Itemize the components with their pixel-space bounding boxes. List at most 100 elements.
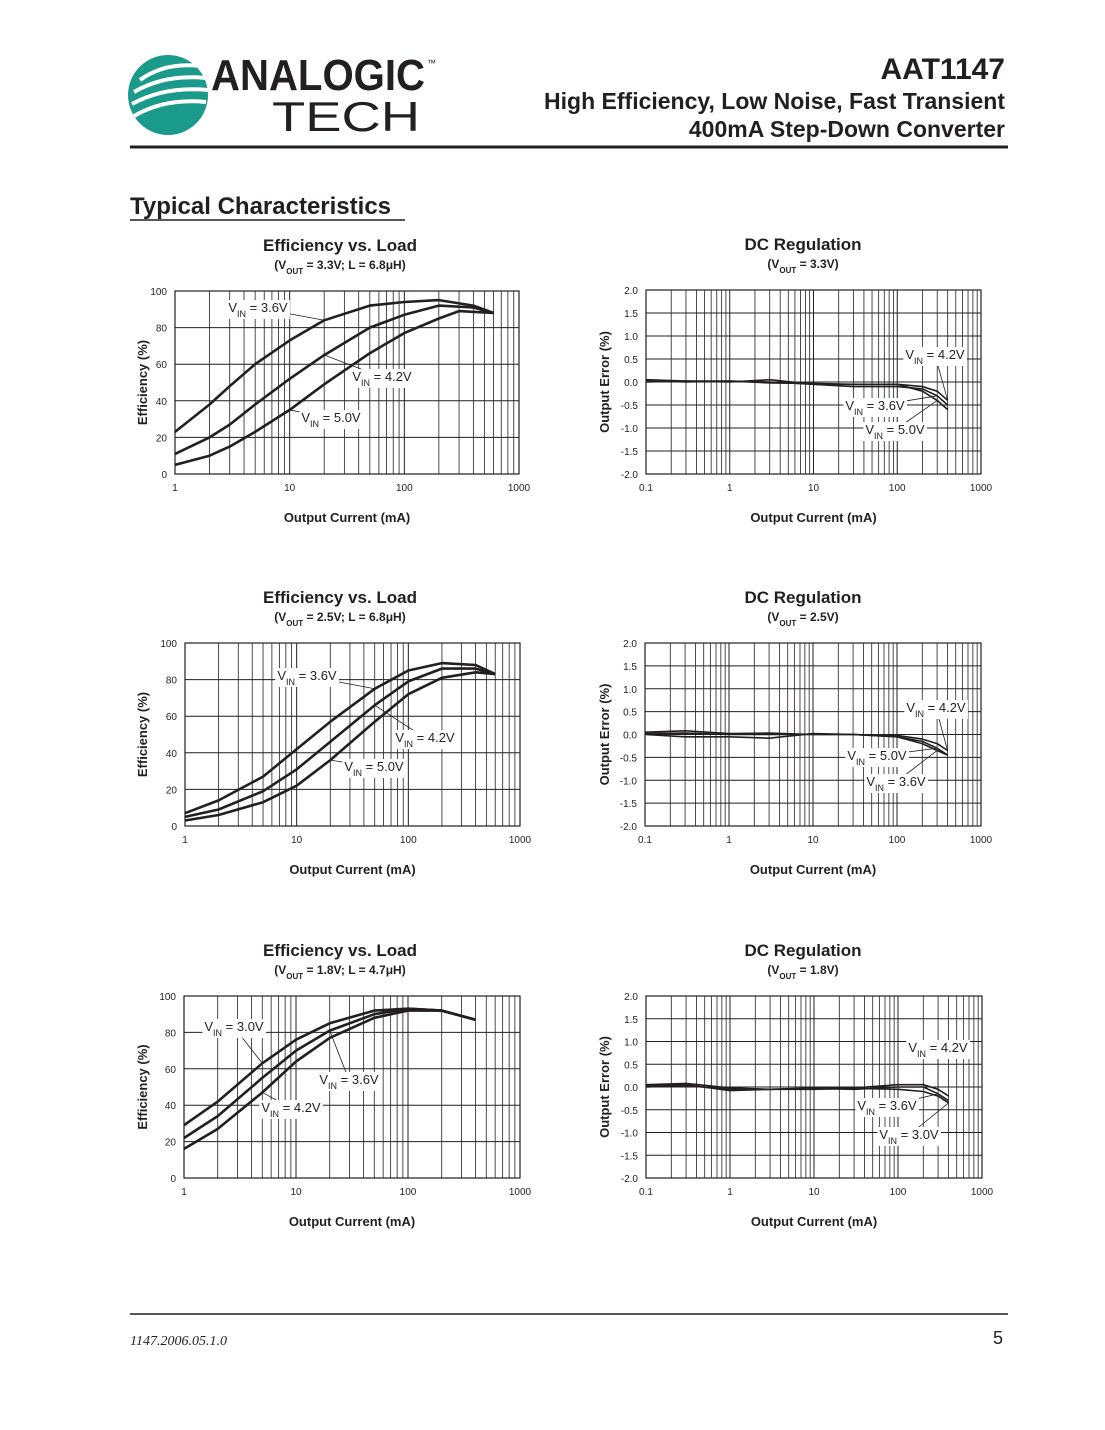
- y-tick-label: 1.5: [624, 309, 638, 320]
- annotation-bg: [299, 410, 363, 429]
- series-line: [645, 1083, 950, 1104]
- x-axis-label: Output Current (mA): [750, 510, 876, 525]
- series-label-part: = 3.0V: [897, 1127, 939, 1142]
- series-label-part: = 4.2V: [279, 1100, 321, 1115]
- series-label-part: = 4.2V: [924, 700, 966, 715]
- y-tick-label: -0.5: [621, 1106, 639, 1117]
- x-tick-label: 0.1: [639, 1187, 653, 1198]
- series-label-part: IN: [915, 709, 924, 719]
- x-axis-label: Output Current (mA): [284, 510, 410, 525]
- series-label-part: IN: [270, 1109, 279, 1119]
- series-line: [183, 1009, 476, 1151]
- x-tick-label: 1000: [509, 835, 532, 846]
- x-tick-label: 1: [181, 1187, 187, 1198]
- series-label-part: V: [865, 422, 874, 437]
- y-tick-label: -0.5: [620, 753, 638, 764]
- y-tick-label: 20: [165, 1138, 177, 1149]
- chart-subtitle-part: OUT: [286, 972, 303, 981]
- series-label-part: IN: [213, 1028, 222, 1038]
- y-tick-label: 0: [161, 470, 167, 481]
- series-label-part: V: [847, 748, 856, 763]
- chart-subtitle: (VOUT = 3.3V; L = 6.8μH): [274, 258, 405, 276]
- y-tick-label: 80: [166, 676, 178, 687]
- x-axis-label: Output Current (mA): [750, 862, 876, 877]
- series-label: VIN = 5.0V: [865, 422, 925, 441]
- y-tick-label: 2.0: [624, 286, 638, 297]
- chart: DC Regulation (VOUT = 2.5V) 0.1 1 10 100 1000 -…: [597, 588, 993, 877]
- chart-title: Efficiency vs. Load: [263, 941, 417, 960]
- chart: Efficiency vs. Load (VOUT = 1.8V; L = 4.7…: [135, 941, 532, 1229]
- y-tick-label: 0.0: [623, 731, 637, 742]
- y-tick-label: 60: [166, 712, 178, 723]
- x-tick-label: 10: [808, 1187, 820, 1198]
- section-title: Typical Characteristics: [130, 193, 391, 220]
- x-tick-label: 1: [727, 483, 733, 494]
- chart-subtitle: (VOUT = 1.8V; L = 4.7μH): [274, 963, 405, 981]
- series-label-part: = 5.0V: [865, 748, 907, 763]
- series-label-part: IN: [353, 768, 362, 778]
- series-line: [184, 671, 496, 822]
- y-tick-label: 1.0: [624, 1038, 638, 1049]
- y-tick-label: 100: [160, 639, 177, 650]
- annotation-bg: [342, 759, 406, 778]
- series-label-part: V: [319, 1072, 328, 1087]
- chart-title: DC Regulation: [744, 941, 861, 960]
- series-label-part: V: [261, 1100, 270, 1115]
- series-label: VIN = 3.0V: [204, 1019, 264, 1038]
- annotation-bg: [393, 730, 457, 749]
- y-tick-label: 100: [159, 992, 176, 1003]
- chart-subtitle-part: (V: [767, 610, 779, 624]
- y-tick-label: 80: [156, 324, 168, 335]
- y-tick-label: 0.5: [624, 355, 638, 366]
- series-label-part: V: [204, 1019, 213, 1034]
- series-label-part: IN: [310, 419, 319, 429]
- series-label-part: = 3.6V: [884, 774, 926, 789]
- annotation-bg: [845, 748, 909, 767]
- y-tick-label: -1.5: [621, 447, 639, 458]
- series-label: VIN = 3.6V: [845, 398, 905, 417]
- series-label: VIN = 3.0V: [879, 1127, 939, 1146]
- series-label-part: IN: [917, 1049, 926, 1059]
- x-tick-label: 10: [807, 835, 819, 846]
- y-axis-label: Efficiency (%): [135, 692, 150, 777]
- series-label-part: V: [845, 398, 854, 413]
- chart-subtitle: (VOUT = 2.5V; L = 6.8μH): [274, 610, 405, 628]
- y-tick-label: 60: [156, 360, 168, 371]
- series-label-part: = 3.6V: [863, 398, 905, 413]
- series-label: VIN = 3.6V: [857, 1098, 917, 1117]
- series-label-part: IN: [874, 431, 883, 441]
- series-label-part: IN: [914, 356, 923, 366]
- y-tick-label: -1.0: [621, 1129, 639, 1140]
- y-tick-label: 2.0: [624, 992, 638, 1003]
- series-label-part: = 4.2V: [926, 1040, 968, 1055]
- x-tick-label: 100: [890, 1187, 907, 1198]
- annotation-bg: [259, 1100, 323, 1119]
- series-label: VIN = 4.2V: [395, 730, 455, 749]
- chart-title: Efficiency vs. Load: [263, 588, 417, 607]
- series-line: [645, 1082, 950, 1097]
- y-tick-label: -1.5: [621, 1151, 639, 1162]
- y-axis-label: Output Error (%): [597, 331, 612, 433]
- annotation-bg: [903, 347, 967, 366]
- header-line2: 400mA Step-Down Converter: [689, 116, 1005, 142]
- series-label-part: = 3.6V: [246, 300, 288, 315]
- series-label-part: IN: [286, 677, 295, 687]
- chart-subtitle-part: = 1.8V; L = 4.7μH): [303, 963, 406, 977]
- series-label-part: = 4.2V: [370, 369, 412, 384]
- y-tick-label: 0: [170, 1174, 176, 1185]
- x-tick-label: 10: [290, 1187, 302, 1198]
- annotation-bg: [864, 774, 928, 793]
- y-axis-label: Output Error (%): [597, 1036, 612, 1138]
- y-axis-label: Efficiency (%): [135, 340, 150, 425]
- y-tick-label: 20: [156, 433, 168, 444]
- chart-subtitle: (VOUT = 1.8V): [767, 963, 838, 981]
- annotation-bg: [904, 700, 968, 719]
- series-label: VIN = 3.6V: [228, 300, 288, 319]
- chart-subtitle-part: (V: [274, 963, 286, 977]
- y-tick-label: 20: [166, 785, 178, 796]
- x-tick-label: 100: [889, 483, 906, 494]
- series-label: VIN = 3.6V: [866, 774, 926, 793]
- chart-subtitle-part: OUT: [779, 619, 796, 628]
- x-tick-label: 1: [726, 835, 732, 846]
